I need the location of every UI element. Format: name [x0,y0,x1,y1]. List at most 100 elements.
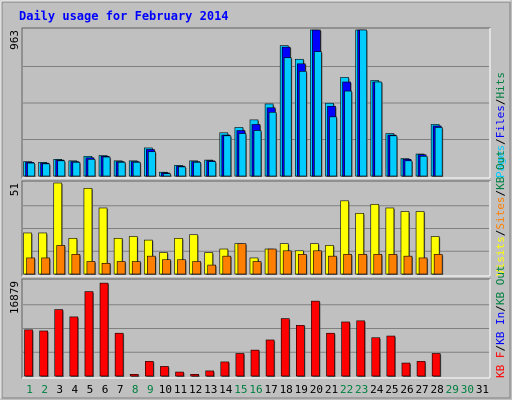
x-tick-label: 5 [87,383,94,396]
x-tick-label: 4 [72,383,79,396]
pages-bar [434,127,443,177]
kbytes-bar [69,316,79,377]
pages-bar [102,156,111,177]
legend-segment: / [494,305,507,312]
x-tick-label: 27 [415,383,428,396]
x-tick-label: 15 [234,383,247,396]
sites-bar [26,257,35,275]
sites-bar [328,255,337,275]
kbytes-bar [54,309,64,377]
legend-segment: KB Out [494,265,507,305]
sites-bar [373,254,383,275]
kbytes-bar [431,353,441,377]
x-tick-label: 13 [204,383,217,396]
pages-bar [268,112,277,177]
pages-bar [57,160,66,177]
legend-segment: KB F [494,352,507,379]
sites-bar [192,261,201,275]
x-tick-label: 28 [431,383,444,396]
sites-bar [207,264,217,275]
kbytes-bar [175,371,184,377]
sites-bar [282,250,292,275]
sites-bar [56,245,66,275]
sites-bar [358,254,367,275]
pages-bar [223,135,232,177]
x-tick-label: 25 [385,383,398,396]
legend-segment: Visits [494,236,507,276]
kbytes-bar [39,330,48,377]
sites-bar [433,254,443,275]
x-tick-label: 21 [325,383,338,396]
kbytes-bar [295,325,305,377]
y-max-label: 16879 [8,281,21,314]
kbytes-bar [401,362,411,377]
x-tick-label: 9 [147,383,154,396]
legend-segment: Hits [494,72,507,99]
kbytes-bar [326,332,335,377]
pages-bar [42,163,50,177]
sites-bar [177,259,186,275]
sites-bar [147,255,156,275]
kbytes-bar [190,374,199,377]
kbytes-bar [371,337,381,377]
sites-bar [252,261,262,275]
kbytes-bar [356,320,365,377]
pages-bar [163,173,171,177]
pages-bar [178,166,186,177]
kbytes-bar [311,300,320,377]
x-tick-label: 7 [117,383,124,396]
kbytes-bar [129,374,139,377]
pages-bar [87,159,96,177]
pages-bar [132,162,141,177]
side-legend: Pages/Files/Hits [494,72,507,178]
pages-bar [72,162,81,177]
x-tick-label: 10 [159,383,172,396]
kbytes-bar [205,370,215,377]
sites-bar [313,250,322,275]
pages-bar [208,161,217,177]
sites-bar [41,257,50,275]
pages-bar [298,71,307,177]
sites-bar [343,254,352,275]
pages-bar [27,162,35,177]
legend-segment: / [494,230,507,237]
pages-bar [404,160,413,177]
legend-segment: / [494,345,507,352]
x-tick-label: 31 [476,383,489,396]
kbytes-bar [114,332,124,377]
kbytes-bar [145,361,154,377]
kbytes-bar [265,339,275,377]
visits-bar [83,188,93,275]
x-tick-label: 8 [132,383,139,396]
x-tick-label: 19 [295,383,308,396]
kbytes-bar [99,282,109,377]
x-tick-label: 1 [26,383,33,396]
pages-bar [359,29,367,177]
x-tick-label: 20 [310,383,323,396]
kbytes-bar [250,349,260,377]
legend-segment: KB Out [494,150,507,190]
kbytes-bar [280,318,290,377]
sites-bar [116,261,126,275]
legend-segment: / [494,190,507,197]
x-tick-label: 29 [446,383,459,396]
sites-bar [418,257,428,275]
pages-bar [389,135,398,177]
pages-bar [283,57,292,177]
y-max-label: 51 [8,183,21,196]
x-tick-label: 3 [56,383,63,396]
sites-bar [388,254,398,275]
x-tick-label: 26 [400,383,413,396]
pages-bar [117,162,126,177]
sites-bar [86,261,96,275]
x-tick-label: 12 [189,383,202,396]
legend-segment: / [494,99,507,106]
sites-bar [71,254,81,275]
pages-bar [344,90,352,177]
chart-title: Daily usage for February 2014 [19,9,229,23]
kbytes-bar [24,329,33,377]
pages-bar [419,155,428,177]
